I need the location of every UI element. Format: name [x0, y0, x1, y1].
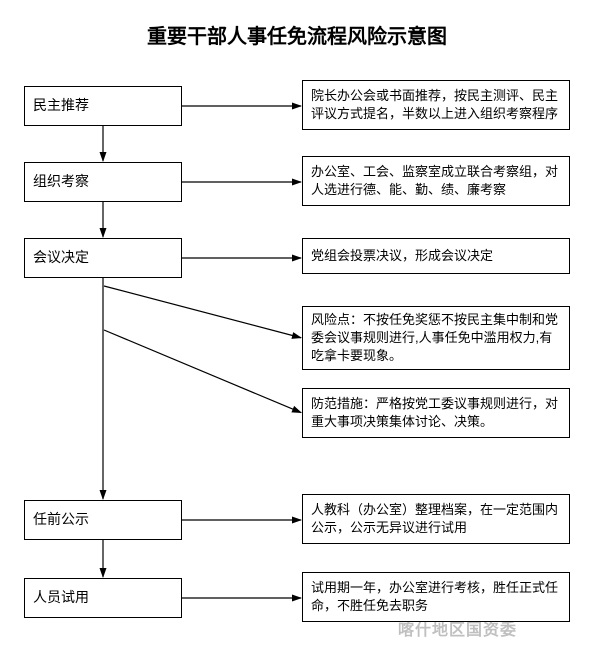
- process-step: 人员试用: [24, 578, 182, 618]
- description-box: 办公室、工会、监察室成立联合考察组，对人选进行德、能、勤、绩、廉考察: [302, 156, 570, 206]
- description-box: 院长办公会或书面推荐，按民主测评、民主评议方式提名，半数以上进入组织考察程序: [302, 80, 570, 130]
- process-step: 任前公示: [24, 500, 182, 540]
- diagram-canvas: 重要干部人事任免流程风险示意图 喀什地区国资委 民主推荐院长办公会或书面推荐，按…: [0, 0, 594, 650]
- process-step: 组织考察: [24, 162, 182, 202]
- process-step: 民主推荐: [24, 86, 182, 126]
- description-box: 风险点：不按任免奖惩不按民主集中制和党委会议事规则进行,人事任免中滥用权力,有吃…: [302, 306, 570, 370]
- description-box: 试用期一年，办公室进行考核，胜任正式任命，不胜任免去职务: [302, 572, 570, 622]
- description-box: 人教科（办公室）整理档案，在一定范围内公示，公示无异议进行试用: [302, 494, 570, 544]
- description-box: 党组会投票决议，形成会议决定: [302, 238, 570, 274]
- description-box: 防范措施：严格按党工委议事规则进行，对重大事项决策集体讨论、决策。: [302, 388, 570, 438]
- process-step: 会议决定: [24, 238, 182, 278]
